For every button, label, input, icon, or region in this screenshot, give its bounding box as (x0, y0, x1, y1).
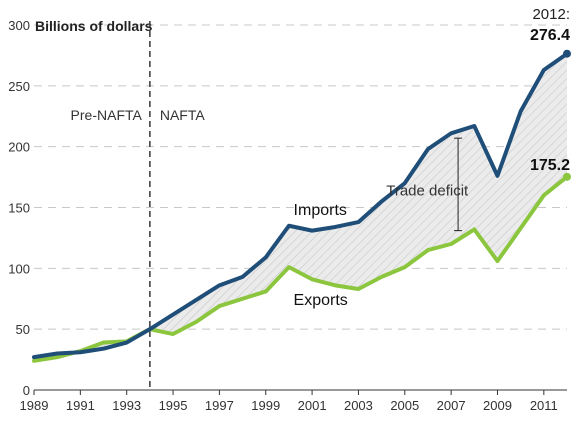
pre-nafta-label: Pre-NAFTA (71, 107, 143, 123)
trade-deficit-label: Trade deficit (386, 182, 469, 199)
y-axis-title: Billions of dollars (35, 18, 153, 34)
imports-end-point (563, 49, 571, 58)
x-tick-label: 1999 (251, 398, 280, 413)
end-year-label: 2012: (532, 6, 570, 23)
nafta-label: NAFTA (160, 107, 206, 123)
exports-series-label: Exports (294, 292, 348, 309)
x-tick-label: 2001 (298, 398, 327, 413)
trade-deficit-bracket (454, 137, 463, 232)
series-lines (32, 49, 571, 363)
y-tick-label: 50 (16, 322, 30, 337)
imports-series-label: Imports (294, 202, 347, 219)
x-tick-label: 1989 (20, 398, 49, 413)
x-tick-label: 1995 (159, 398, 188, 413)
y-tick-label: 0 (23, 383, 30, 398)
y-tick-label: 200 (8, 140, 30, 155)
x-tick-label: 2005 (390, 398, 419, 413)
trade-deficit-area (34, 53, 567, 361)
y-tick-label: 300 (8, 18, 30, 33)
x-tick-label: 1997 (205, 398, 234, 413)
exports-end-point (563, 172, 571, 181)
x-tick-label: 2009 (483, 398, 512, 413)
y-tick-label: 150 (8, 201, 30, 216)
x-tick-label: 2003 (344, 398, 373, 413)
y-tick-label: 250 (8, 79, 30, 94)
x-tick-label: 1991 (66, 398, 95, 413)
x-tick-label: 2007 (437, 398, 466, 413)
x-tick-label: 2011 (530, 398, 558, 413)
y-axis-ticks: 0 50 100 150 200 250 300 (8, 18, 30, 398)
y-tick-label: 100 (8, 261, 30, 276)
exports-end-value: 175.2 (530, 157, 570, 174)
imports-line (32, 51, 569, 360)
imports-end-value: 276.4 (530, 27, 570, 44)
x-tick-label: 1993 (112, 398, 141, 413)
x-axis-ticks: 1989 1991 1993 1995 1997 1999 2001 2003 2005 2007… (20, 390, 558, 413)
